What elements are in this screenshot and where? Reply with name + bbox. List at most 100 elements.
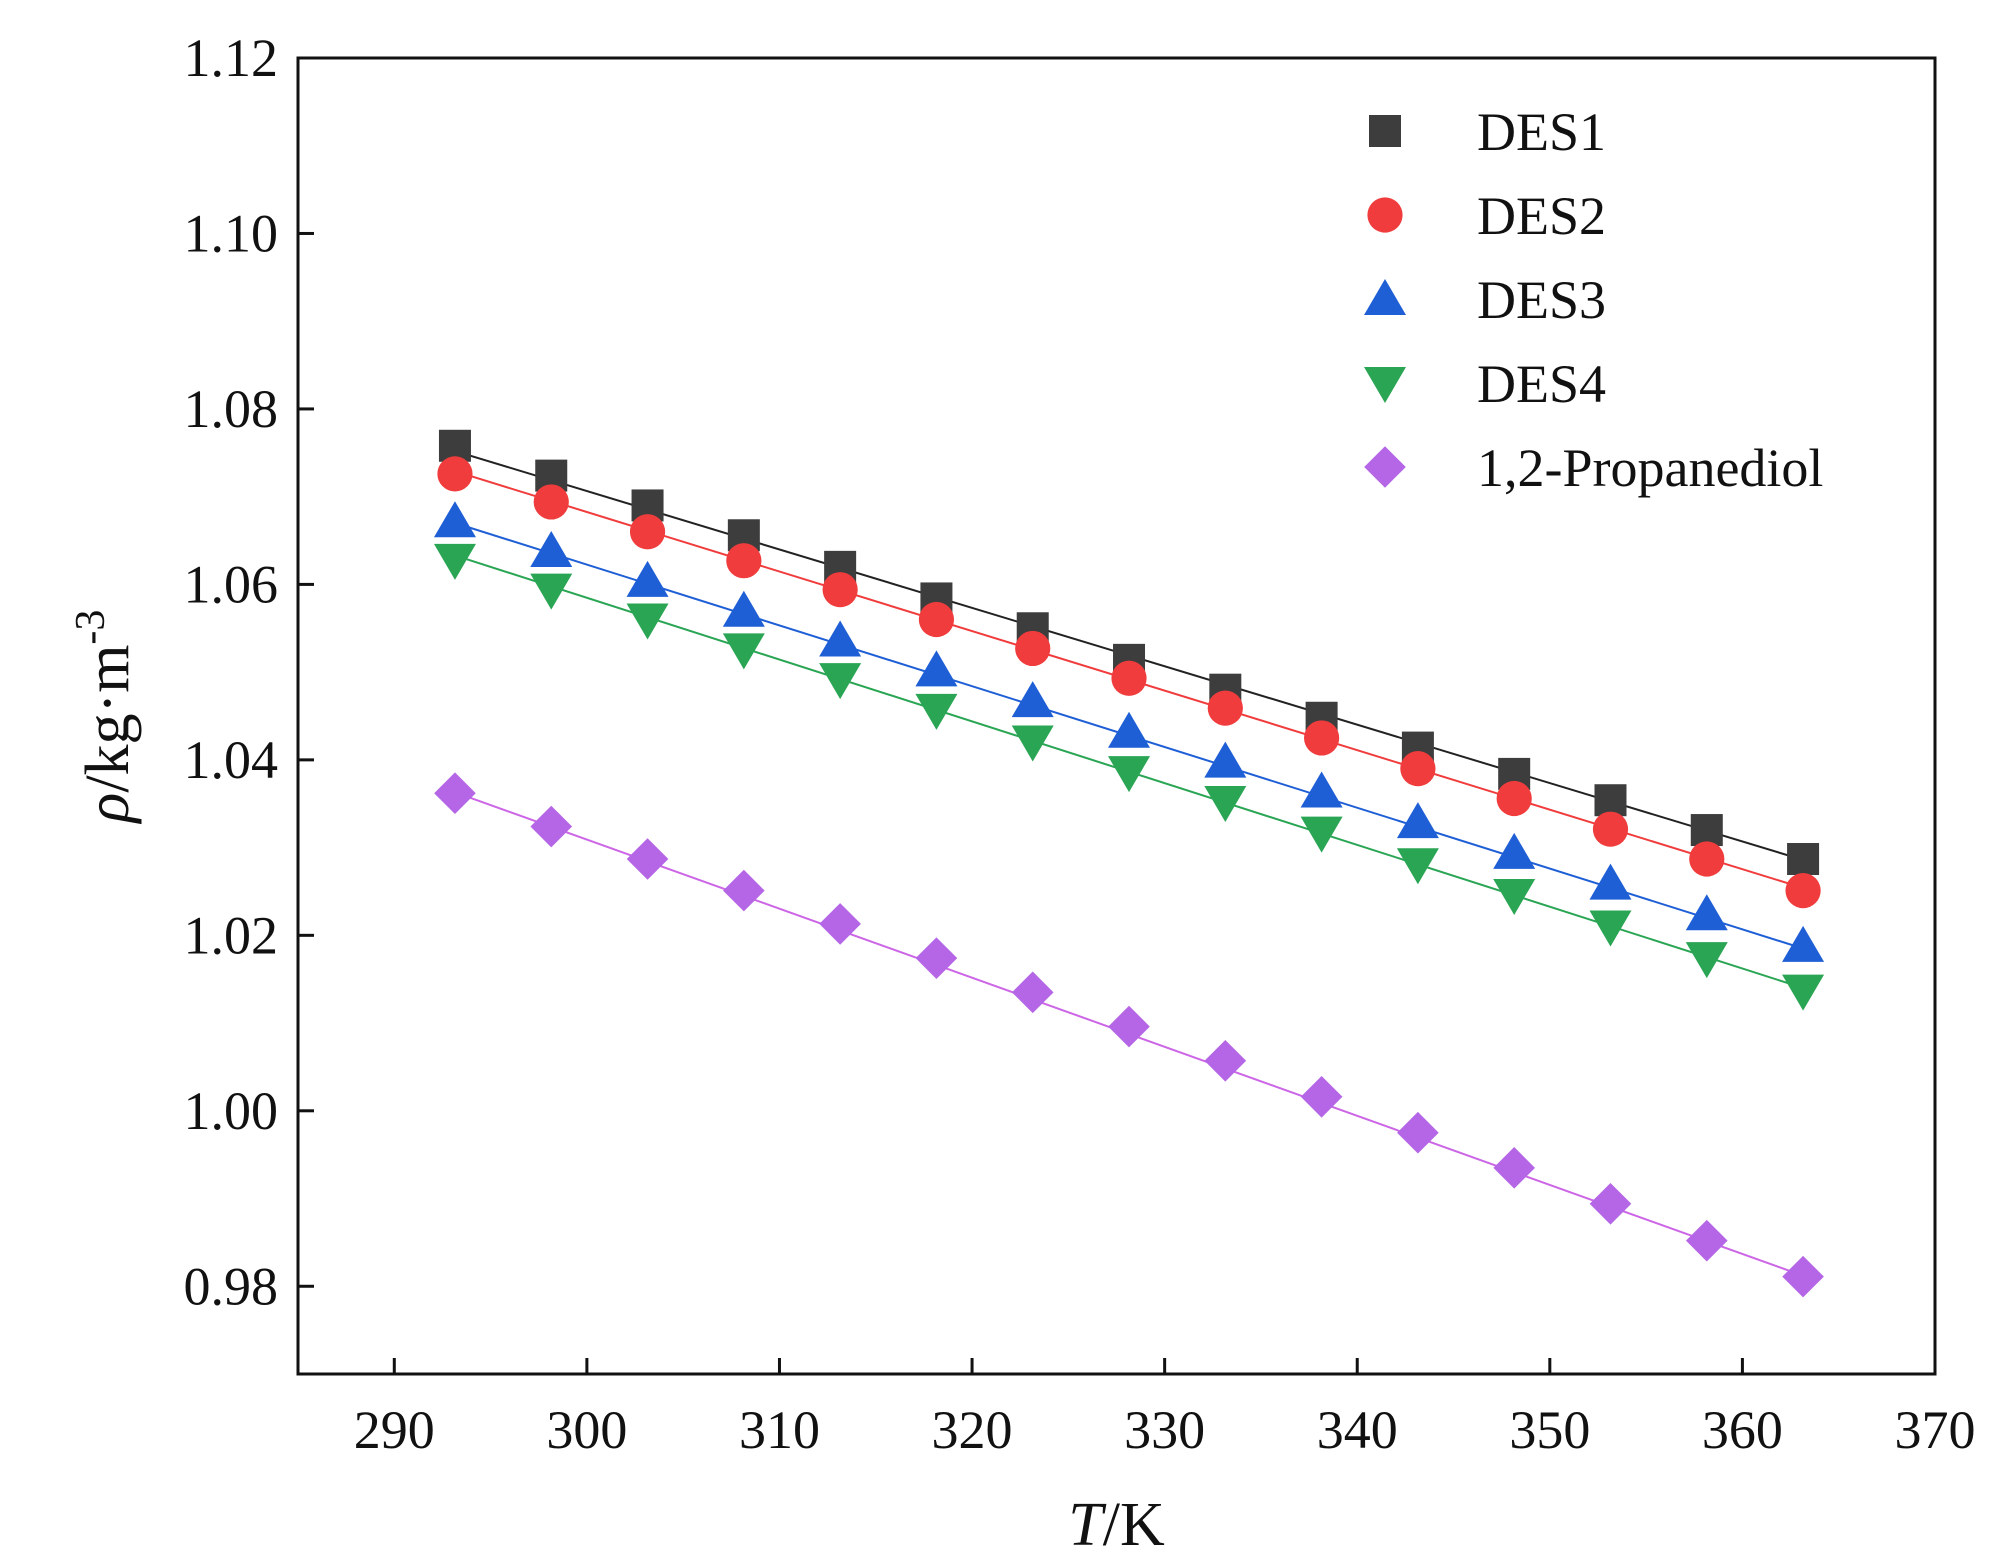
x-tick-label: 360 <box>1702 1400 1783 1460</box>
y-axis-title-exponent: -3 <box>68 610 114 645</box>
data-point-des3 <box>915 650 958 687</box>
legend-marker-des2 <box>1367 197 1403 233</box>
data-point-1-2-propanediol <box>1300 1075 1343 1118</box>
data-point-des4 <box>433 543 476 580</box>
data-point-des4 <box>1493 878 1536 915</box>
x-tick-label: 310 <box>739 1400 820 1460</box>
data-point-1-2-propanediol <box>626 838 669 880</box>
data-point-des2 <box>533 484 569 520</box>
x-tick-label: 330 <box>1124 1400 1205 1460</box>
series-des3 <box>433 501 1825 962</box>
data-point-des3 <box>1685 894 1728 931</box>
data-point-des3 <box>1396 802 1439 839</box>
data-point-des2 <box>1496 780 1532 817</box>
y-axis-title: ρ/kg·m-3 <box>68 610 142 825</box>
y-axis: 0.98 1.00 1.02 1.04 1.06 1.08 1.10 1.12 <box>184 28 314 1316</box>
legend-marker-des4 <box>1364 367 1406 403</box>
plot-frame <box>296 56 1937 1376</box>
data-point-des2 <box>1207 690 1243 726</box>
data-point-1-2-propanediol <box>1397 1111 1439 1154</box>
data-point-des3 <box>1589 863 1632 900</box>
data-point-des3 <box>530 531 573 568</box>
data-point-des4 <box>1011 725 1054 762</box>
data-point-des3 <box>1204 741 1247 778</box>
data-point-des2 <box>822 572 858 608</box>
data-point-des4 <box>722 633 765 670</box>
data-point-des4 <box>1204 785 1247 822</box>
data-point-1-2-propanediol <box>1011 971 1054 1014</box>
data-point-des2 <box>1111 660 1147 696</box>
data-markers <box>433 429 1825 1298</box>
data-point-des2 <box>1400 751 1436 787</box>
x-tick-label: 320 <box>932 1400 1013 1460</box>
data-point-des4 <box>626 603 669 640</box>
x-tick-label: 290 <box>354 1400 435 1460</box>
y-tick-label: 1.00 <box>184 1081 279 1141</box>
data-point-1-2-propanediol <box>1493 1147 1535 1189</box>
data-point-des3 <box>722 590 765 627</box>
data-point-des2 <box>726 543 762 579</box>
x-tick-label: 370 <box>1895 1400 1976 1460</box>
x-axis-title-symbol: T <box>1068 1491 1107 1559</box>
data-point-des2 <box>1015 630 1051 667</box>
data-point-des4 <box>530 573 573 610</box>
data-point-des4 <box>819 663 862 700</box>
data-point-des3 <box>1493 832 1536 869</box>
data-point-des1 <box>1787 843 1820 876</box>
data-point-1-2-propanediol <box>915 937 958 979</box>
data-point-des1 <box>1594 784 1627 817</box>
legend-label-1-2-propanediol: 1,2-Propanediol <box>1477 438 1823 498</box>
data-point-1-2-propanediol <box>1108 1005 1150 1048</box>
x-tick-label: 340 <box>1317 1400 1398 1460</box>
y-tick-label: 1.10 <box>184 203 279 263</box>
data-point-des2 <box>1592 811 1629 847</box>
data-point-1-2-propanediol <box>434 772 476 815</box>
data-point-1-2-propanediol <box>723 869 765 912</box>
series-des4 <box>433 543 1825 1011</box>
data-point-des3 <box>433 501 476 538</box>
legend-marker-des1 <box>1369 115 1401 147</box>
x-axis-title-unit: /K <box>1103 1491 1165 1559</box>
data-point-des4 <box>1396 848 1439 885</box>
legend-label-des1: DES1 <box>1477 102 1606 162</box>
data-point-des1 <box>1690 814 1723 847</box>
data-point-1-2-propanediol <box>1204 1039 1247 1082</box>
data-point-des4 <box>1108 756 1151 793</box>
y-axis-title-symbol: ρ <box>74 793 142 825</box>
y-tick-label: 0.98 <box>184 1256 279 1316</box>
data-point-des3 <box>626 560 669 597</box>
data-point-des4 <box>1589 910 1632 947</box>
data-point-des2 <box>1689 841 1725 877</box>
series-1-2-propanediol <box>434 772 1824 1298</box>
x-axis-title: T/K <box>1068 1491 1165 1559</box>
data-point-des3 <box>1108 711 1151 748</box>
x-tick-label: 350 <box>1509 1400 1590 1460</box>
data-point-des3 <box>1011 681 1054 718</box>
data-point-des3 <box>1300 771 1343 808</box>
data-point-des2 <box>437 456 473 492</box>
legend-label-des4: DES4 <box>1477 354 1606 414</box>
data-point-des4 <box>1300 816 1343 853</box>
legend: DES1 DES2 DES3 DES4 1,2-Propanediol <box>1364 102 1823 498</box>
data-point-1-2-propanediol <box>819 903 861 945</box>
legend-item-des2: DES2 <box>1367 186 1606 246</box>
data-point-des2 <box>918 601 955 638</box>
data-point-des2 <box>1785 872 1821 909</box>
data-point-des2 <box>1304 720 1340 756</box>
y-tick-label: 1.08 <box>184 379 279 439</box>
data-point-des3 <box>1782 925 1825 962</box>
legend-marker-1-2-propanediol <box>1364 446 1406 488</box>
y-tick-label: 1.06 <box>184 554 279 614</box>
x-tick-label: 300 <box>546 1400 627 1460</box>
legend-label-des2: DES2 <box>1477 186 1606 246</box>
legend-item-des3: DES3 <box>1364 270 1606 330</box>
y-tick-label: 1.04 <box>184 730 279 790</box>
plot-area <box>296 56 1937 1376</box>
legend-item-des4: DES4 <box>1364 354 1606 414</box>
data-point-1-2-propanediol <box>1685 1219 1728 1262</box>
x-axis: 290 300 310 320 330 340 350 360 370 <box>354 1358 1976 1460</box>
y-tick-label: 1.12 <box>184 28 279 88</box>
data-point-1-2-propanediol <box>1782 1255 1824 1298</box>
data-point-des2 <box>629 514 666 550</box>
